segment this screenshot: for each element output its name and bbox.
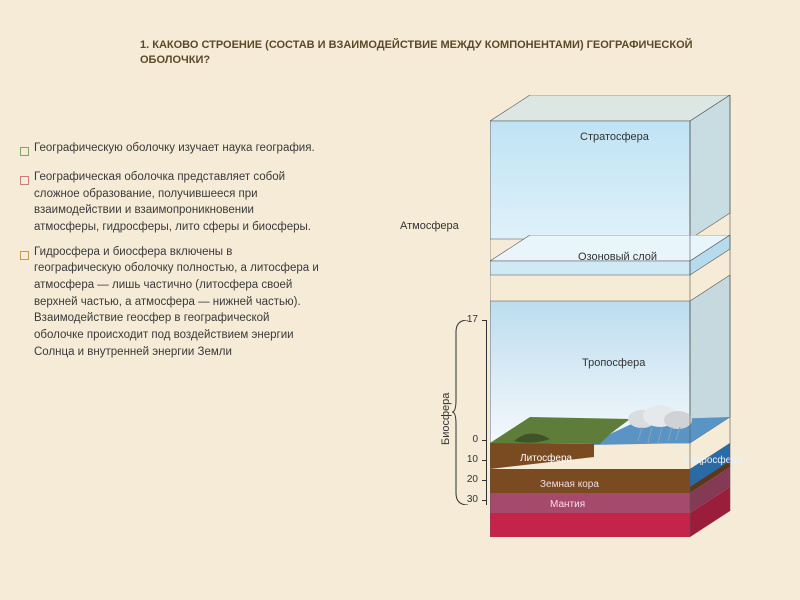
list-item: Гидросфера и биосфера включены в географ… — [20, 244, 320, 361]
bullet-list: Географическую оболочку изучает наука ге… — [20, 140, 320, 368]
bullet-text: Гидросфера и биосфера включены в географ… — [34, 244, 320, 361]
bullet-text: Географическую оболочку изучает наука ге… — [34, 140, 315, 161]
tick-label: 0 — [454, 434, 478, 445]
tick — [482, 500, 487, 501]
axis — [486, 320, 487, 505]
bullet-icon — [20, 169, 34, 236]
label-biosphere: Биосфера — [440, 393, 452, 445]
tick — [482, 320, 487, 321]
list-item: Географическую оболочку изучает наука ге… — [20, 140, 320, 161]
label-atmosphere: Атмосфера — [400, 220, 459, 232]
list-item: Географическая оболочка представляет соб… — [20, 169, 320, 236]
tick-label: 10 — [454, 454, 478, 465]
cube: Стратосфера Озоновый слой Тропосфера — [490, 95, 770, 575]
page-title: 1. КАКОВО СТРОЕНИЕ (СОСТАВ И ВЗАИМОДЕЙСТ… — [140, 38, 740, 68]
diagram: Атмосфера Биосфера 170102030 Стратосфера — [410, 85, 780, 585]
bullet-icon — [20, 244, 34, 361]
edges — [490, 95, 750, 565]
tick — [482, 460, 487, 461]
tick — [482, 480, 487, 481]
tick-label: 17 — [454, 314, 478, 325]
bullet-icon — [20, 140, 34, 161]
tick — [482, 440, 487, 441]
tick-label: 20 — [454, 474, 478, 485]
tick-label: 30 — [454, 494, 478, 505]
bullet-text: Географическая оболочка представляет соб… — [34, 169, 320, 236]
